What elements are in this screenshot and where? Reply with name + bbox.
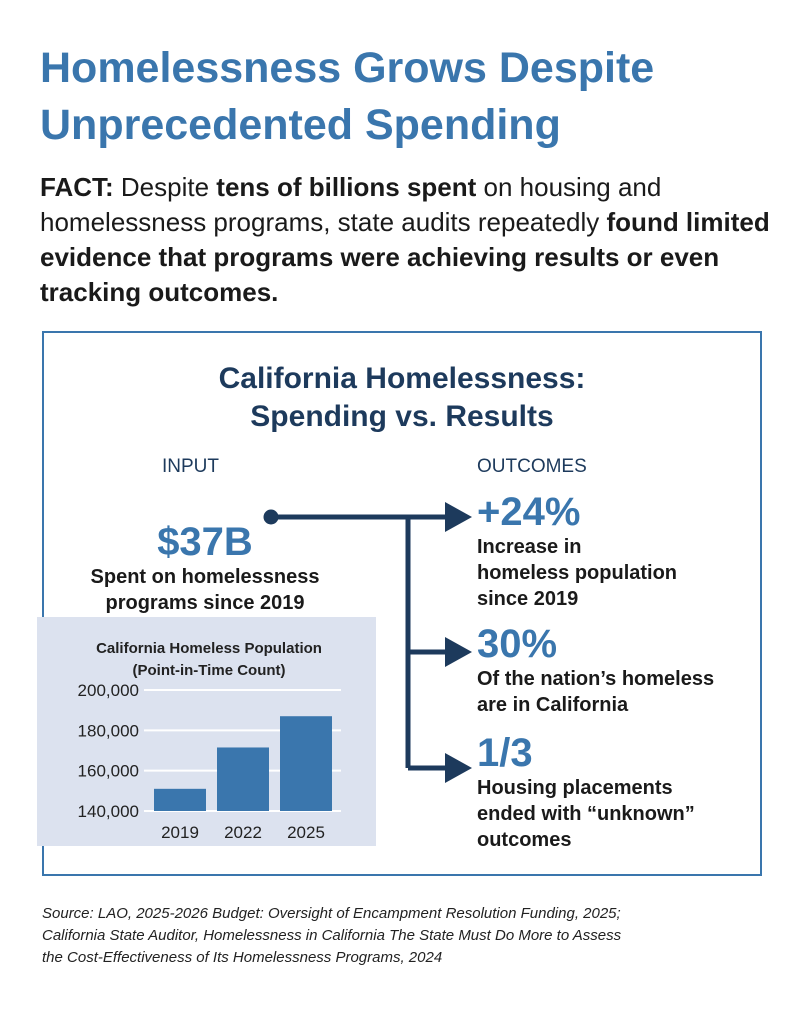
- x-tick-label: 2019: [161, 823, 199, 842]
- outcome-value: 30%: [477, 622, 558, 666]
- chart-title: California Homeless Population: [96, 640, 322, 657]
- input-label: INPUT: [162, 456, 219, 477]
- outcome-desc: Increase in: [477, 536, 582, 558]
- fact-bold: found limited evidence that programs wer…: [40, 207, 770, 307]
- arrowhead-icon: [445, 637, 472, 667]
- fact-text: Despite: [113, 172, 217, 202]
- outcomes-label: OUTCOMES: [477, 456, 587, 477]
- infographic-title-line: Spending vs. Results: [250, 400, 554, 433]
- outcome-2: 30% Of the nation’s homeless are in Cali…: [477, 622, 714, 718]
- outcome-value: 1/3: [477, 731, 533, 775]
- input-block: $37B Spent on homelessness programs sinc…: [40, 520, 370, 616]
- infographic-title: California Homelessness: Spending vs. Re…: [42, 360, 762, 436]
- title-line: Homelessness Grows Despite: [40, 44, 655, 92]
- x-tick-label: 2022: [224, 823, 262, 842]
- outcome-desc: are in California: [477, 694, 629, 716]
- outcome-desc: Of the nation’s homeless: [477, 668, 715, 690]
- bar-2025: [280, 716, 332, 811]
- infographic-box: [42, 331, 762, 876]
- outcome-desc: Housing placements: [477, 777, 673, 799]
- input-value: $37B: [157, 520, 253, 564]
- infographic-title-line: California Homelessness:: [218, 362, 586, 395]
- fact-bold: tens of billions spent: [216, 172, 477, 202]
- y-tick-label: 160,000: [78, 762, 139, 781]
- y-tick-label: 140,000: [78, 802, 139, 821]
- arrowhead-icon: [445, 502, 472, 532]
- x-tick-label: 2025: [287, 823, 325, 842]
- source-line: California State Auditor, Homelessness i…: [42, 927, 622, 944]
- outcome-3: 1/3 Housing placements ended with “unkno…: [477, 731, 695, 853]
- fact-paragraph: FACT: Despite tens of billions spent on …: [40, 170, 770, 310]
- input-desc: Spent on homelessness: [90, 566, 320, 588]
- source-line: Source: LAO, 2025-2026 Budget: Oversight…: [42, 905, 621, 922]
- chart-panel: California Homeless Population (Point-in…: [37, 617, 376, 846]
- bar-2019: [154, 788, 206, 811]
- fact-text: on housing and homelessness programs, st…: [40, 172, 662, 237]
- source-line: the Cost-Effectiveness of Its Homelessne…: [42, 949, 443, 966]
- bar-chart: California Homeless Population (Point-in…: [78, 640, 341, 842]
- outcome-1: +24% Increase in homeless population sin…: [477, 490, 677, 612]
- chart-subtitle: (Point-in-Time Count): [132, 662, 285, 679]
- outcome-desc: since 2019: [477, 588, 579, 610]
- page-title: Homelessness Grows Despite Unprecedented…: [40, 40, 654, 154]
- outcome-desc: ended with “unknown”: [477, 803, 695, 825]
- bar-2022: [217, 747, 269, 811]
- title-line: Unprecedented Spending: [40, 101, 561, 149]
- outcome-desc: outcomes: [477, 829, 572, 851]
- source-note: Source: LAO, 2025-2026 Budget: Oversight…: [42, 903, 782, 969]
- outcome-value: +24%: [477, 490, 581, 534]
- y-tick-label: 200,000: [78, 681, 139, 700]
- y-tick-label: 180,000: [78, 721, 139, 740]
- input-desc: programs since 2019: [105, 592, 305, 614]
- arrowhead-icon: [445, 753, 472, 783]
- outcome-desc: homeless population: [477, 562, 678, 584]
- fact-label: FACT:: [40, 172, 114, 202]
